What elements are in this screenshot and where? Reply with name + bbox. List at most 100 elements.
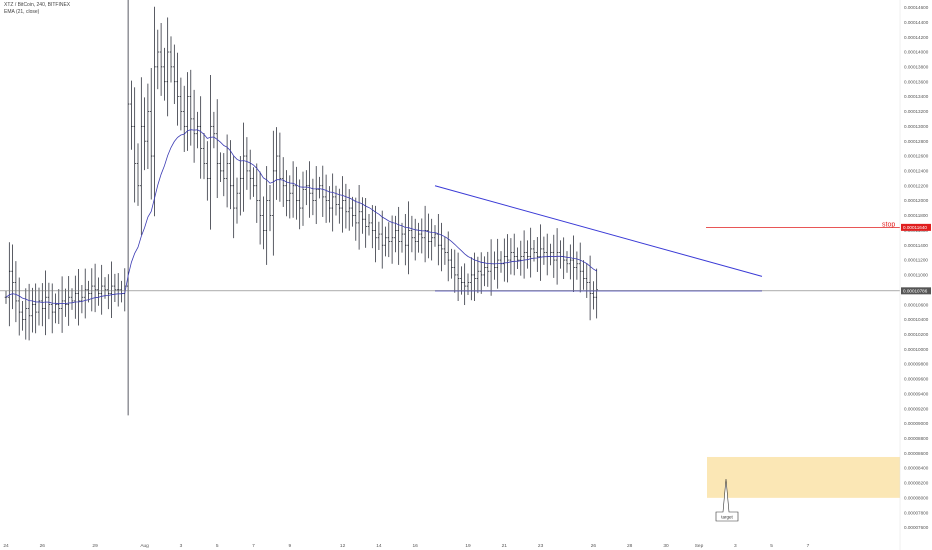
- y-tick-label: 0.00007800: [904, 510, 929, 515]
- price-bar: [143, 97, 146, 171]
- price-bar: [437, 214, 440, 266]
- price-bar: [97, 277, 100, 306]
- price-bar: [90, 268, 94, 312]
- target-callout: target: [715, 478, 739, 522]
- price-bar: [209, 75, 212, 230]
- y-tick-label: 0.00011000: [904, 273, 928, 278]
- price-bar: [361, 197, 364, 234]
- price-bar: [245, 137, 249, 190]
- price-bar: [595, 268, 598, 319]
- price-bar: [199, 96, 202, 179]
- current-price-badge: 0.00010786: [901, 287, 931, 295]
- price-bar: [446, 231, 450, 282]
- price-bar: [341, 176, 344, 233]
- price-bar: [116, 273, 120, 307]
- price-bar: [222, 153, 226, 197]
- price-bar: [80, 284, 84, 314]
- price-bar: [130, 80, 133, 150]
- price-bar: [291, 161, 295, 218]
- price-bar: [14, 261, 18, 323]
- price-bar: [140, 77, 143, 235]
- x-tick-label: Sep: [695, 543, 704, 549]
- y-tick-label: 0.00008400: [904, 466, 929, 471]
- time-axis: 24 26 29 Aug 3 5 7 9 12 14 16 19 21 23 26 28 30 Sep 3 5 7: [3, 543, 809, 549]
- price-bar: [83, 268, 87, 319]
- y-tick-label: 0.00008800: [904, 436, 929, 441]
- price-bar: [239, 156, 242, 216]
- y-tick-label: 0.00010400: [904, 317, 929, 322]
- price-bar: [225, 134, 229, 208]
- price-bar: [258, 171, 262, 245]
- price-bar: [17, 277, 21, 336]
- indicator-legend: EMA (21, close): [4, 9, 40, 15]
- x-tick-label: Aug: [140, 543, 149, 549]
- x-tick-label: 21: [502, 543, 508, 549]
- price-bar: [24, 288, 28, 340]
- y-tick-label: 0.00010000: [904, 347, 929, 352]
- price-bar: [21, 300, 24, 331]
- price-bar: [159, 23, 163, 96]
- price-bar: [572, 235, 575, 293]
- price-bar: [390, 215, 394, 264]
- y-tick-label: 0.00012000: [904, 198, 929, 203]
- y-tick-label: 0.00008000: [904, 495, 929, 500]
- svg-text:0.00010786: 0.00010786: [903, 288, 928, 293]
- price-bar: [569, 244, 572, 280]
- price-bar: [324, 174, 328, 223]
- x-tick-label: 14: [376, 543, 382, 549]
- price-bar: [166, 17, 169, 117]
- price-bar: [413, 218, 417, 261]
- price-bar: [252, 167, 255, 197]
- y-tick-label: 0.00013000: [904, 124, 929, 129]
- price-bar: [169, 36, 173, 83]
- descending-trendline: [434, 185, 763, 277]
- y-tick-label: 0.00014200: [904, 35, 929, 40]
- y-tick-label: 0.00013200: [904, 109, 929, 114]
- price-bar: [54, 293, 57, 324]
- price-bar: [156, 29, 160, 90]
- y-tick-label: 0.00012200: [904, 183, 929, 188]
- y-tick-label: 0.00009800: [904, 362, 929, 367]
- price-bar: [186, 72, 189, 151]
- price-bar: [100, 264, 103, 315]
- y-tick-label: 0.00011800: [904, 213, 928, 218]
- price-bar: [11, 244, 14, 310]
- y-tick-label: 0.00014600: [904, 5, 929, 10]
- price-bar: [77, 268, 80, 326]
- price-bar: [113, 273, 117, 303]
- y-tick-label: 0.00014400: [904, 20, 929, 25]
- price-bar: [314, 166, 318, 225]
- price-bar: [410, 215, 414, 253]
- price-bar: [27, 283, 31, 341]
- price-bar: [592, 281, 595, 310]
- price-bar: [420, 218, 424, 254]
- price-bar: [67, 276, 70, 326]
- price-bar: [47, 282, 51, 320]
- price-bar: [466, 273, 470, 295]
- y-tick-label: 0.00008600: [904, 451, 929, 456]
- price-bar: [242, 122, 245, 212]
- x-tick-label: 28: [627, 543, 633, 549]
- price-bar: [295, 166, 298, 220]
- x-tick-label: 16: [413, 543, 419, 549]
- price-bar: [503, 238, 506, 282]
- price-bar: [206, 141, 209, 201]
- price-bar: [8, 242, 11, 327]
- price-bar: [308, 161, 311, 218]
- price-bar: [351, 196, 354, 227]
- y-tick-label: 0.00012400: [904, 169, 929, 174]
- price-bar: [334, 185, 338, 216]
- price-bar: [404, 214, 407, 266]
- price-bar: [311, 178, 315, 216]
- price-bar: [470, 257, 473, 301]
- price-bar: [529, 227, 532, 278]
- price-bar: [526, 240, 529, 269]
- price-bar: [31, 287, 34, 333]
- price-bar: [519, 240, 523, 276]
- price-bar: [536, 237, 539, 272]
- price-bar: [512, 233, 516, 276]
- svg-text:0.00011640: 0.00011640: [903, 225, 927, 230]
- y-tick-label: 0.00013400: [904, 94, 929, 99]
- price-bar: [74, 275, 77, 319]
